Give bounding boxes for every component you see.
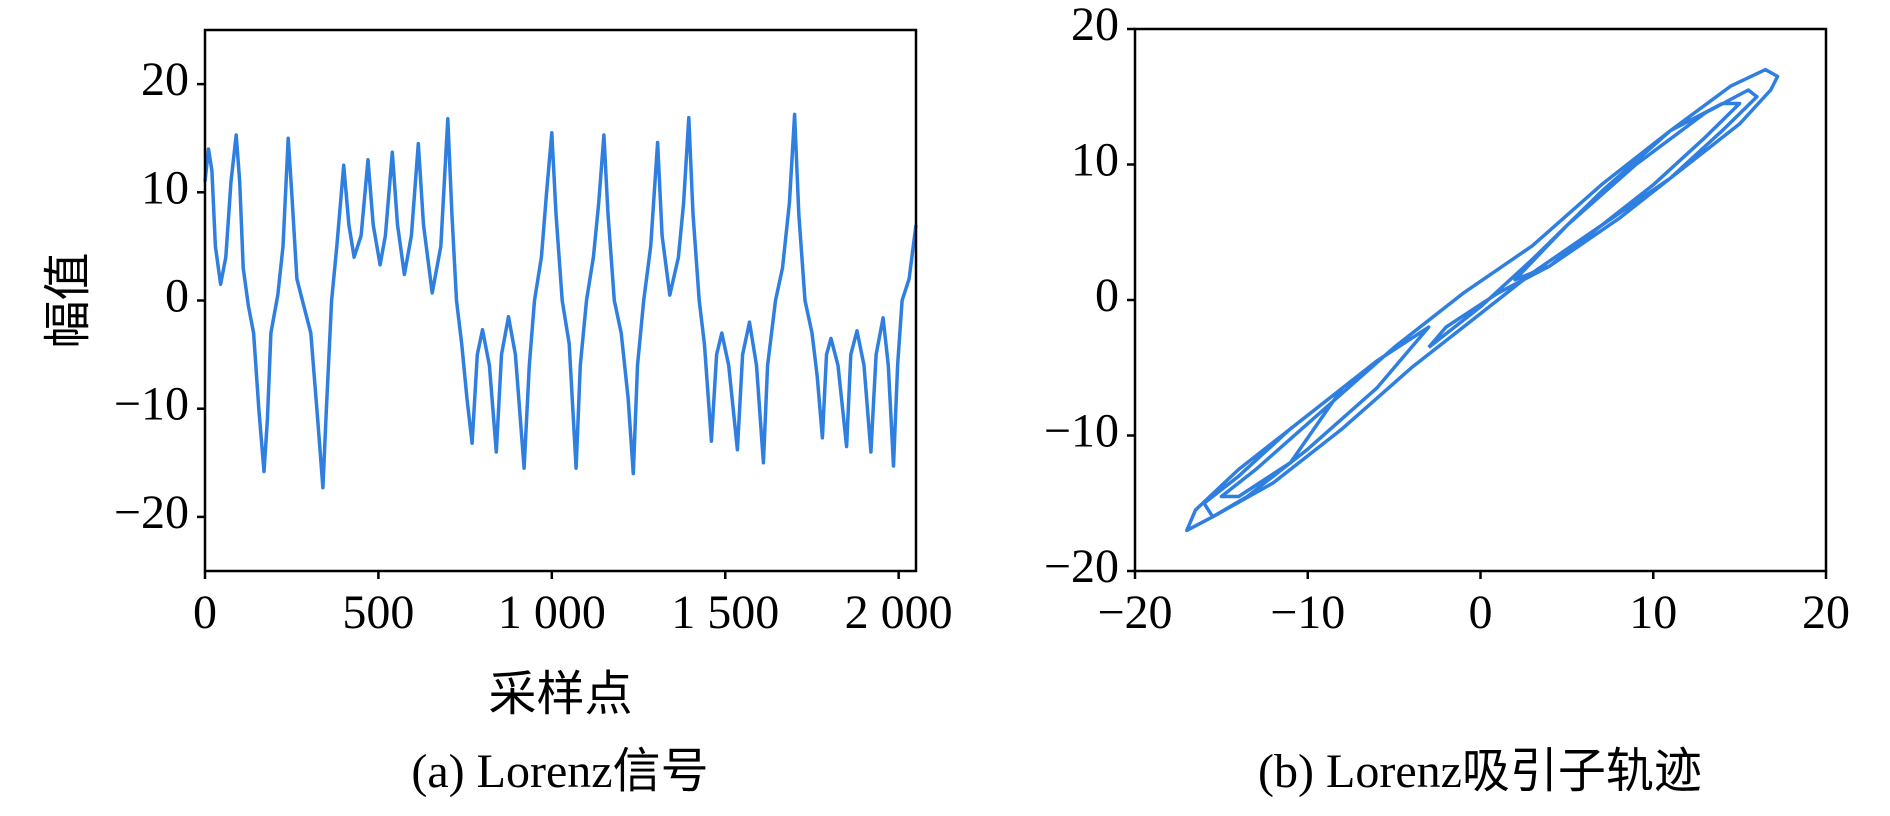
x-tick-label: 0 [1469,586,1493,639]
x-tick-label: 1 000 [498,586,606,639]
y-tick-label: −10 [1044,405,1119,458]
y-tick-label: −20 [1044,540,1119,593]
x-tick-label: −20 [1097,586,1172,639]
x-tick-label: 1 500 [671,586,779,639]
y-tick-label: −10 [114,378,189,431]
y-tick-label: 0 [165,270,189,323]
y-axis-label: 幅值 [42,252,95,348]
plot-frame [1133,27,1828,573]
x-tick-label: 500 [342,586,414,639]
x-tick-label: 0 [193,586,217,639]
y-tick-label: 20 [1071,0,1119,51]
y-tick-label: −20 [114,486,189,539]
x-axis-label: 采样点 [488,668,632,721]
x-tick-label: 10 [1629,586,1677,639]
y-tick-label: 10 [141,161,189,214]
y-tick-label: 20 [141,53,189,106]
x-tick-label: −10 [1270,586,1345,639]
x-tick-label: 20 [1802,586,1850,639]
chart-title: (b) Lorenz吸引子轨迹 [1258,745,1702,798]
y-tick-label: 0 [1095,269,1119,322]
x-tick-label: 2 000 [845,586,953,639]
chart-title: (a) Lorenz信号 [411,745,708,798]
data-line [203,112,918,490]
y-tick-label: 10 [1071,134,1119,187]
data-line [1185,67,1780,533]
